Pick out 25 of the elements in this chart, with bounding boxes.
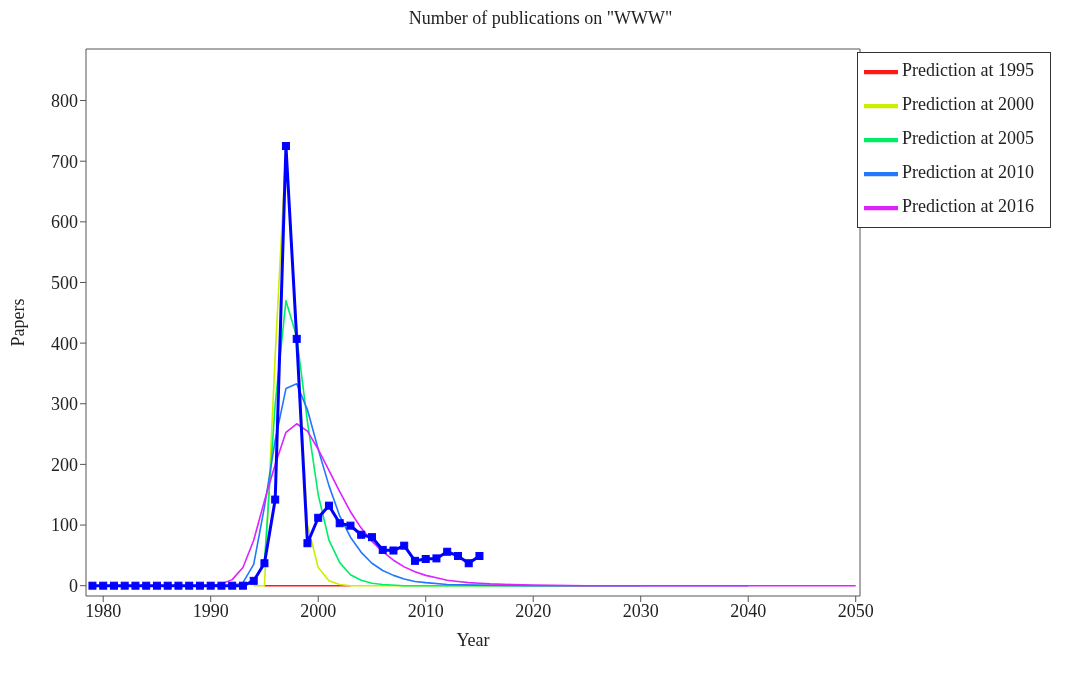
y-tick-label: 0 (69, 576, 78, 597)
x-tick-label: 2050 (837, 600, 874, 621)
legend-label: Prediction at 2010 (902, 162, 1034, 183)
x-tick-label: 2010 (407, 600, 444, 621)
y-tick-label: 100 (51, 515, 78, 536)
legend-label: Prediction at 2005 (902, 128, 1034, 149)
legend-label: Prediction at 1995 (902, 60, 1034, 81)
y-axis-title: Papers (8, 298, 29, 347)
legend-label: Prediction at 2000 (902, 94, 1034, 115)
x-tick-label: 2040 (730, 600, 767, 621)
y-tick-label: 300 (51, 394, 78, 415)
x-tick-label: 2030 (622, 600, 659, 621)
y-tick-label: 400 (51, 333, 78, 354)
x-tick-label: 1980 (85, 600, 122, 621)
x-tick-label: 2000 (300, 600, 337, 621)
y-tick-label: 500 (51, 272, 78, 293)
x-tick-label: 2020 (515, 600, 552, 621)
x-axis-title: Year (456, 630, 490, 650)
y-tick-label: 800 (51, 90, 78, 111)
legend-label: Prediction at 2016 (902, 196, 1034, 217)
y-tick-label: 700 (51, 151, 78, 172)
y-tick-label: 600 (51, 212, 78, 233)
y-tick-label: 200 (51, 454, 78, 475)
x-tick-label: 1990 (192, 600, 229, 621)
chart-title: Number of publications on "WWW" (407, 8, 674, 29)
